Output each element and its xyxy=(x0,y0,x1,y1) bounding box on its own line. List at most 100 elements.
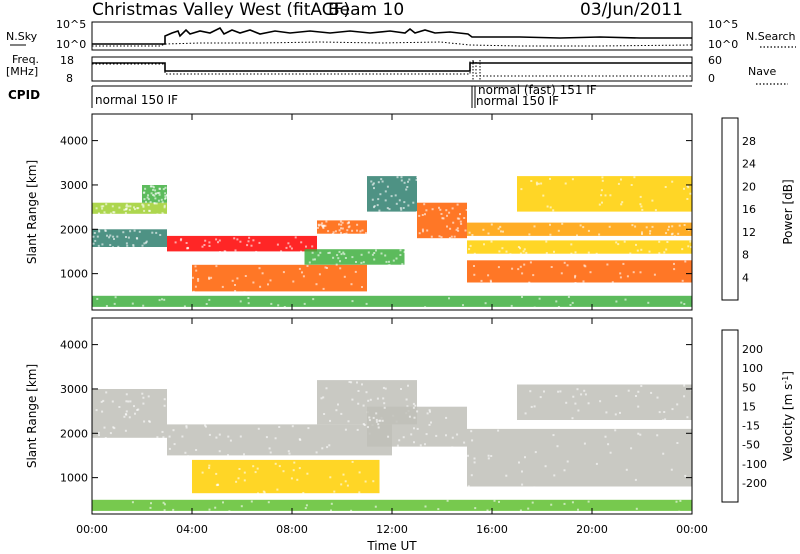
speckle xyxy=(428,423,431,426)
speckle xyxy=(205,425,207,428)
speckle xyxy=(373,252,376,254)
speckle xyxy=(413,427,415,430)
speckle xyxy=(406,186,409,188)
speckle xyxy=(341,227,344,230)
speckle xyxy=(276,488,279,491)
speckle xyxy=(300,241,303,244)
speckle xyxy=(384,190,387,193)
scatter-band-9 xyxy=(467,260,692,283)
speckle xyxy=(149,506,152,509)
y-tick-label: 3000 xyxy=(60,179,88,192)
speckle xyxy=(408,178,411,181)
speckle xyxy=(153,202,156,205)
speckle xyxy=(326,267,328,269)
speckle xyxy=(172,508,175,511)
speckle xyxy=(237,477,240,480)
speckle xyxy=(519,509,522,512)
speckle xyxy=(298,267,301,270)
speckle xyxy=(163,404,166,407)
speckle xyxy=(399,207,402,210)
speckle xyxy=(440,213,443,215)
speckle xyxy=(363,424,366,426)
speckle xyxy=(340,253,343,256)
speckle xyxy=(315,451,318,454)
speckle xyxy=(565,401,568,404)
speckle xyxy=(338,250,341,253)
freq-line xyxy=(92,62,692,72)
nave-line xyxy=(92,61,692,77)
speckle xyxy=(161,430,164,433)
speckle xyxy=(290,247,293,250)
speckle xyxy=(653,273,656,276)
speckle xyxy=(143,209,146,212)
speckle xyxy=(136,237,139,240)
nsearch-tick-hi: 10^5 xyxy=(708,18,738,31)
speckle xyxy=(424,443,426,446)
speckle xyxy=(108,236,111,239)
speckle xyxy=(683,224,686,226)
speckle xyxy=(400,208,403,211)
speckle xyxy=(462,304,464,307)
speckle xyxy=(152,188,155,191)
y-tick-label: 4000 xyxy=(60,135,88,148)
speckle xyxy=(383,406,386,409)
speckle xyxy=(413,441,415,444)
speckle xyxy=(470,474,473,477)
scatter-band-0 xyxy=(92,202,167,214)
speckle xyxy=(422,230,424,233)
speckle xyxy=(203,244,206,246)
speckle xyxy=(154,197,157,200)
speckle xyxy=(100,205,103,208)
speckle xyxy=(143,420,146,423)
speckle xyxy=(195,449,198,451)
speckle xyxy=(470,430,473,433)
speckle xyxy=(134,412,136,415)
speckle xyxy=(351,229,354,232)
speckle xyxy=(687,245,690,248)
speckle xyxy=(143,242,146,245)
speckle xyxy=(671,225,674,228)
speckle xyxy=(563,469,566,472)
speckle xyxy=(350,283,353,286)
speckle xyxy=(544,465,547,468)
speckle xyxy=(666,241,669,243)
colorbar-tick-label: 28 xyxy=(742,135,756,148)
speckle xyxy=(109,234,112,237)
speckle xyxy=(250,244,253,247)
speckle xyxy=(282,271,285,274)
speckle xyxy=(367,399,370,402)
freq-tick-hi: 18 xyxy=(60,54,74,67)
speckle xyxy=(579,224,582,227)
speckle xyxy=(600,189,603,192)
power-ylabel: Slant Range [km] xyxy=(25,160,39,264)
speckle xyxy=(179,239,182,242)
speckle xyxy=(312,258,315,261)
speckle xyxy=(311,251,314,254)
speckle xyxy=(429,410,431,413)
speckle xyxy=(430,235,433,238)
speckle xyxy=(321,447,324,450)
speckle xyxy=(181,435,184,438)
speckle xyxy=(92,235,95,238)
speckle xyxy=(142,402,145,405)
speckle xyxy=(351,460,354,463)
speckle xyxy=(401,263,404,266)
speckle xyxy=(563,502,566,505)
speckle xyxy=(331,233,334,235)
speckle xyxy=(428,409,431,412)
speckle xyxy=(583,442,586,445)
speckle xyxy=(407,204,410,207)
speckle xyxy=(570,252,573,255)
speckle xyxy=(173,443,176,446)
speckle xyxy=(355,261,357,263)
speckle xyxy=(124,429,127,432)
speckle xyxy=(677,232,680,235)
speckle xyxy=(627,389,630,392)
speckle xyxy=(520,188,523,191)
speckle xyxy=(500,230,502,233)
speckle xyxy=(400,388,402,390)
speckle xyxy=(601,179,604,182)
x-tick-label: 08:00 xyxy=(276,523,308,536)
speckle xyxy=(254,471,257,474)
speckle xyxy=(557,390,560,393)
